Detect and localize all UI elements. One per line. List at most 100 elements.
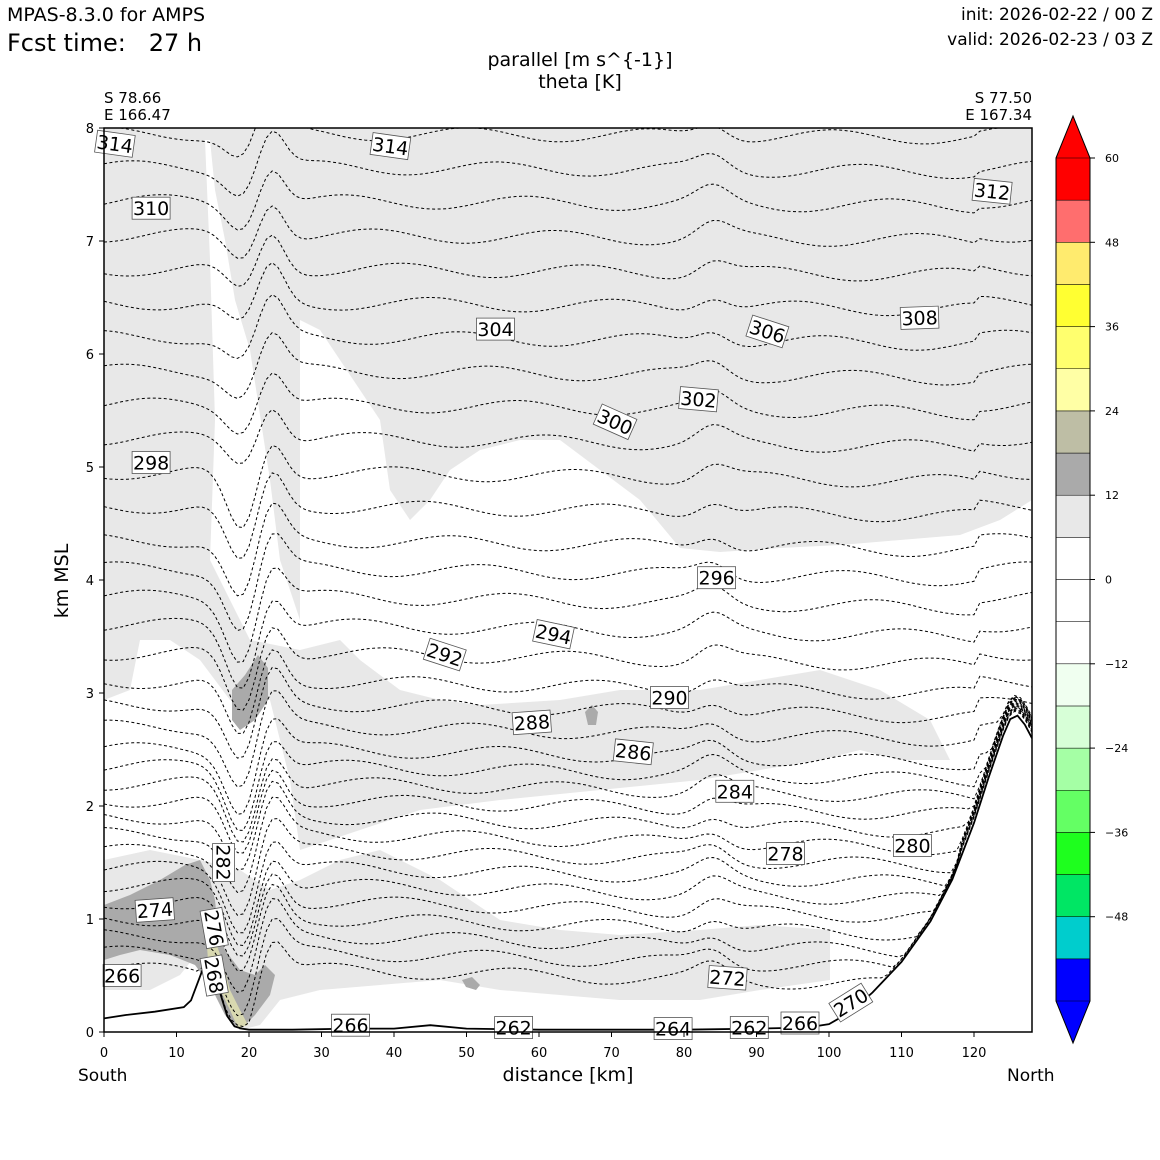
contour-label-box — [715, 779, 755, 803]
contour-label-box — [131, 196, 171, 220]
colorbar-bin — [1055, 537, 1091, 580]
contour-label: 266 — [780, 1011, 820, 1035]
colorbar-bin — [1055, 199, 1091, 243]
shade-light-lower — [104, 850, 830, 1030]
isentrope-line — [104, 666, 1032, 759]
contour-label-box — [422, 637, 467, 672]
contour-label-text: 308 — [901, 307, 938, 330]
x-tick-label: 0 — [100, 1046, 108, 1061]
contour-label: 262 — [494, 1016, 533, 1040]
colorbar-bin — [1055, 410, 1091, 454]
colorbar-tick-label: 0 — [1105, 574, 1112, 587]
contour-label-text: 286 — [614, 740, 652, 766]
contour-label-text: 292 — [424, 639, 465, 671]
x-tick-label: 70 — [603, 1046, 620, 1061]
contour-label-box — [653, 1017, 693, 1040]
contour-label-box — [369, 132, 412, 161]
valid-time: valid: 2026-02-23 / 03 Z — [947, 30, 1153, 50]
contour-label-box — [476, 317, 515, 341]
contour-label-box — [331, 1013, 370, 1037]
colorbar-bin — [1055, 621, 1091, 665]
contour-label-box — [134, 897, 175, 923]
shade-dark-spot-1 — [585, 705, 598, 725]
contour-label: 264 — [653, 1017, 693, 1041]
shade-light-upper — [104, 128, 1032, 850]
contour-label-text: 304 — [477, 319, 513, 341]
contour-label-text: 314 — [95, 131, 134, 158]
x-tick-label: 90 — [748, 1046, 765, 1061]
contour-label-box — [745, 314, 790, 349]
contour-label: 294 — [532, 619, 575, 650]
colorbar-bin — [1055, 874, 1091, 917]
isentrope-line — [104, 567, 1032, 663]
contour-label-text: 298 — [133, 453, 169, 475]
contour-label-text: 290 — [651, 688, 687, 710]
y-tick-label: 1 — [86, 913, 94, 928]
colorbar-tick-label: 48 — [1105, 236, 1119, 249]
colorbar-tick-label: 36 — [1105, 321, 1119, 334]
contour-label: 278 — [766, 842, 805, 866]
y-tick-label: 7 — [86, 235, 94, 250]
isentrope-line — [104, 707, 1032, 972]
contour-label-box — [828, 982, 874, 1023]
colorbar-extend-min — [1056, 1001, 1090, 1043]
model-title: MPAS-8.3.0 for AMPS — [7, 4, 206, 26]
colorbar-bin — [1055, 705, 1091, 749]
isentrope-line — [104, 331, 1032, 399]
isentrope-line — [104, 372, 1032, 435]
colorbar-bin — [1055, 958, 1091, 1002]
contour-label-text: 264 — [655, 1019, 691, 1041]
init-time: init: 2026-02-22 / 00 Z — [960, 5, 1153, 25]
y-tick-label: 5 — [86, 461, 94, 476]
colorbar: −48 −36 −24 −12 0 12 24 36 48 60 — [1055, 114, 1128, 1045]
isentrope-line — [104, 170, 1032, 231]
colorbar-tick-label: −12 — [1105, 658, 1128, 671]
contour-label-box — [199, 906, 229, 950]
isentrope-line — [104, 409, 1032, 465]
colorbar-bin — [1055, 832, 1091, 875]
contour-label: 314 — [94, 129, 136, 158]
contour-label-box — [780, 1011, 820, 1035]
contour-label-box — [592, 403, 638, 441]
isentrope-line — [104, 702, 1032, 916]
colorbar-outline — [1055, 114, 1091, 1045]
contour-label-box — [697, 566, 736, 590]
contour-label-text: 296 — [698, 568, 734, 590]
colorbar-bin — [1055, 747, 1091, 791]
isentrope-line — [104, 533, 1032, 632]
start-lat: S 78.66 — [104, 89, 162, 107]
contour-label: 302 — [678, 386, 719, 413]
contour-label-box — [971, 177, 1013, 205]
contour-label-text: 284 — [717, 781, 753, 803]
isentrope-line — [104, 701, 1032, 893]
contour-label: 266 — [102, 964, 142, 988]
chart-title-line2: theta [K] — [538, 71, 622, 93]
x-tick-label: 110 — [889, 1046, 914, 1061]
south-label: South — [78, 1066, 128, 1086]
contour-label: 262 — [729, 1016, 769, 1040]
contour-label: 312 — [971, 177, 1013, 205]
isentrope-line — [104, 690, 1032, 788]
contour-label-text: 270 — [830, 985, 872, 1023]
isentrope-line — [104, 234, 1032, 287]
x-tick-label: 40 — [386, 1046, 403, 1061]
isentrope-line — [104, 708, 1032, 993]
contour-label: 314 — [369, 132, 412, 161]
isentrope-line — [104, 262, 1032, 320]
isentrope-line — [116, 128, 1032, 158]
colorbar-bin — [1055, 157, 1091, 201]
isentrope-line — [104, 502, 1032, 597]
chart-title-line1: parallel [m s^{-1}] — [487, 49, 673, 71]
contour-label-box — [612, 738, 654, 766]
contour-label-text: 266 — [104, 966, 140, 988]
colorbar-bin — [1055, 494, 1091, 538]
contour-label: 284 — [715, 779, 755, 803]
isentrope-line — [104, 600, 1032, 689]
contour-label-text: 312 — [973, 179, 1011, 205]
colorbar-tick-label: 24 — [1105, 405, 1119, 418]
isentrope-line — [104, 703, 1032, 934]
contour-label-box — [707, 965, 748, 991]
contour-label-text: 266 — [332, 1015, 368, 1037]
shade-dark-spot-2 — [462, 977, 480, 990]
isentrope-line — [104, 706, 1032, 957]
